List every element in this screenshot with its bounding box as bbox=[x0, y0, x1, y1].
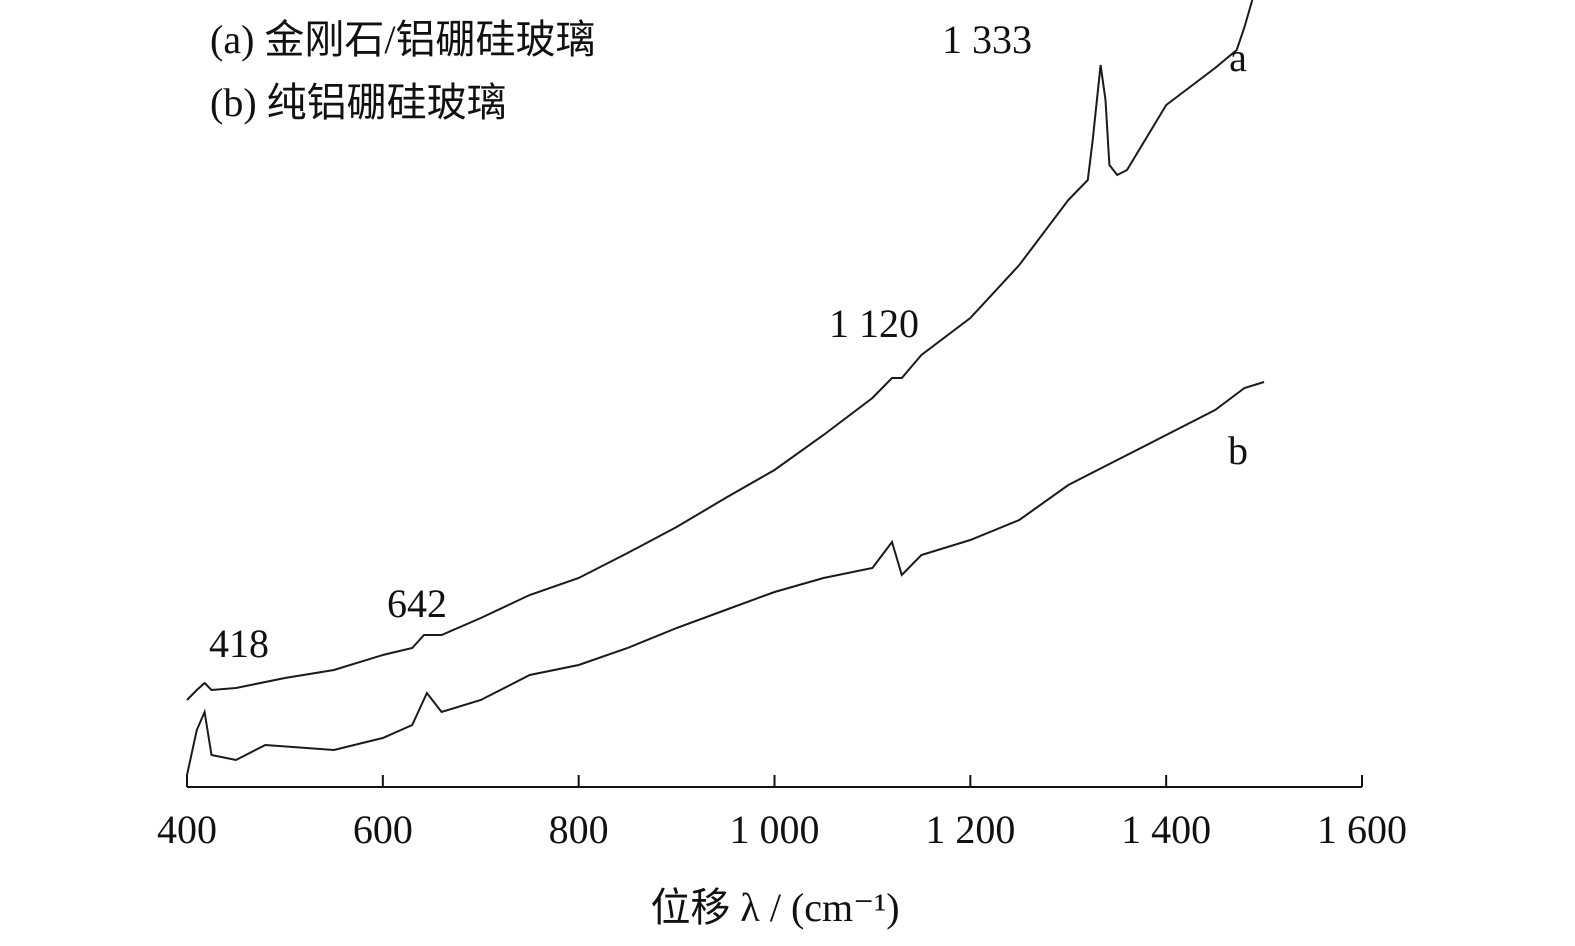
legend-entry: (a) 金刚石/铝硼硅玻璃 bbox=[210, 17, 596, 62]
x-tick-label: 800 bbox=[549, 807, 609, 852]
x-axis-label: 位移 λ / (cm⁻¹) bbox=[650, 885, 899, 930]
series-line bbox=[187, 382, 1264, 775]
annotation: 642 bbox=[387, 581, 447, 626]
annotation: 1 120 bbox=[829, 301, 919, 346]
annotation: 1 333 bbox=[942, 17, 1032, 62]
series-label: a bbox=[1229, 35, 1247, 80]
series-line bbox=[187, 0, 1252, 700]
x-tick-label: 1 200 bbox=[925, 807, 1015, 852]
x-tick-label: 400 bbox=[157, 807, 217, 852]
x-tick-label: 600 bbox=[353, 807, 413, 852]
x-tick-label: 1 000 bbox=[730, 807, 820, 852]
legend-entry: (b) 纯铝硼硅玻璃 bbox=[210, 80, 507, 125]
annotation: 418 bbox=[209, 621, 269, 666]
series-label: b bbox=[1228, 428, 1248, 473]
x-tick-label: 1 600 bbox=[1317, 807, 1407, 852]
x-tick-label: 1 400 bbox=[1121, 807, 1211, 852]
